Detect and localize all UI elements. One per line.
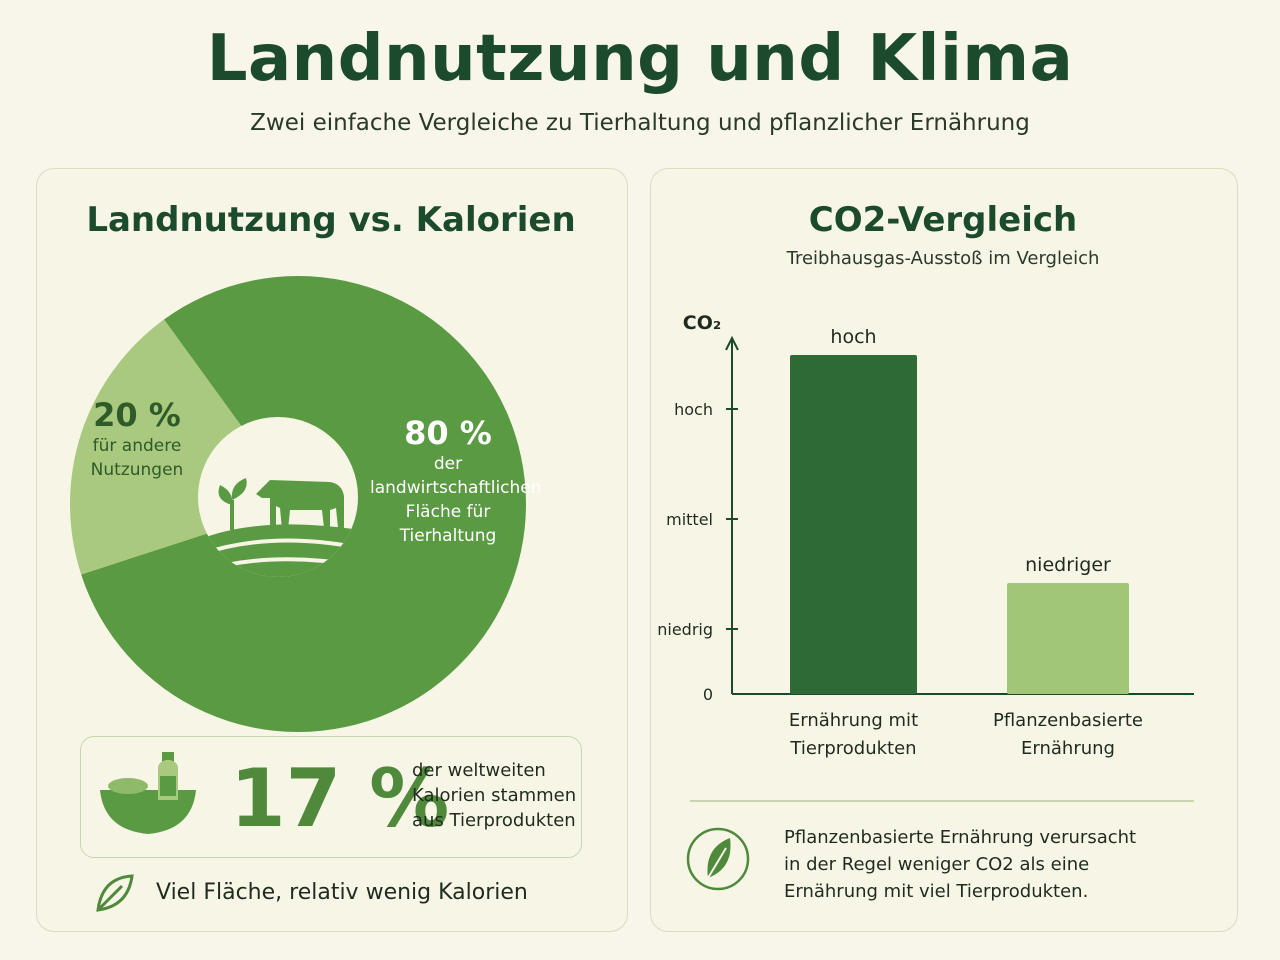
land-use-title: Landnutzung vs. Kalorien	[86, 200, 576, 240]
co2-subtitle: Treibhausgas-Ausstoß im Vergleich	[786, 248, 1100, 269]
pie-label-livestock: 80 % der landwirtschaftlichen Fläche für…	[370, 414, 542, 548]
x-category-label: Ernährung mit	[789, 710, 918, 731]
y-axis-arrow	[725, 335, 739, 351]
co2-divider	[690, 800, 1194, 802]
calories-stat-text: der weltweiten Kalorien stammen aus Tier…	[412, 760, 577, 831]
co2-title: CO2-Vergleich	[808, 200, 1078, 240]
page-subtitle: Zwei einfache Vergleiche zu Tierhaltung …	[250, 110, 1030, 136]
y-tick-label: niedrig	[657, 620, 713, 639]
y-tick-label: mittel	[666, 510, 713, 529]
x-category-label: Tierprodukten	[789, 738, 916, 759]
page-title: Landnutzung und Klima	[206, 22, 1074, 96]
y-axis-label: CO₂	[683, 312, 721, 334]
bar-data-label: hoch	[830, 326, 876, 348]
pie-livestock-desc: der landwirtschaftlichen Fläche für Tier…	[370, 454, 542, 546]
pie-label-other: 20 % für andere Nutzungen	[82, 396, 192, 482]
calories-stat-value: 17 %	[230, 752, 450, 845]
bar-data-label: niedriger	[1025, 554, 1111, 576]
x-category-label: Ernährung	[1021, 738, 1115, 759]
y-tick-label: hoch	[674, 400, 713, 419]
co2-panel	[650, 168, 1238, 932]
y-tick-label: 0	[703, 685, 713, 704]
bar-plant-diet	[1007, 583, 1129, 694]
left-footer-text: Viel Fläche, relativ wenig Kalorien	[156, 880, 528, 905]
pie-livestock-pct: 80 %	[404, 414, 492, 452]
x-category-label: Pflanzenbasierte	[993, 710, 1143, 731]
pie-other-pct: 20 %	[93, 396, 181, 434]
pie-other-desc: für andere Nutzungen	[90, 436, 184, 480]
co2-note: Pflanzenbasierte Ernährung verursacht in…	[784, 827, 1137, 902]
bar-animal-diet	[790, 355, 917, 694]
